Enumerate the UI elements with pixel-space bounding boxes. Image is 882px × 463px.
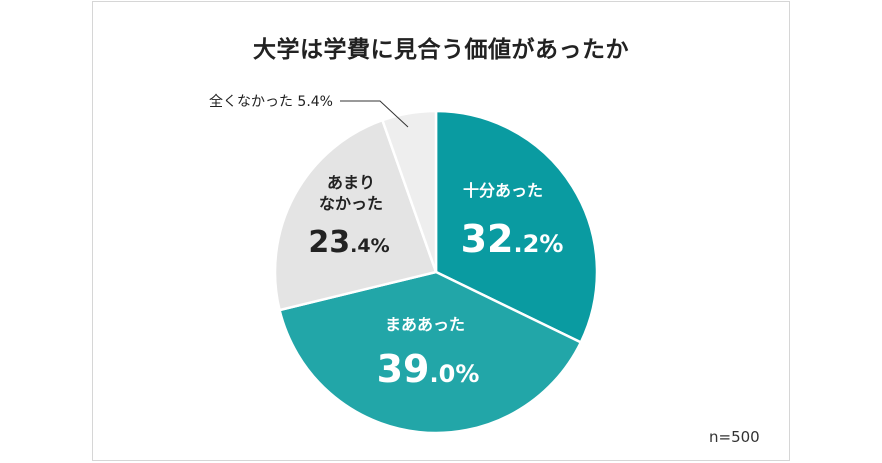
chart-title: 大学は学費に見合う価値があったか xyxy=(253,37,629,63)
slice-value-1: 39.0% xyxy=(377,347,480,391)
pie-slice-3 xyxy=(380,109,438,273)
pie-slice-0 xyxy=(434,109,599,345)
slice-label-2-line2: なかった xyxy=(319,194,383,213)
slice-label-0: 十分あった xyxy=(463,181,543,200)
slice-value-2: 23.4% xyxy=(308,225,389,260)
slice-label-3: 全くなかった 5.4% xyxy=(209,93,333,110)
pie-slice-1 xyxy=(278,270,583,435)
slice-label-1: まああった xyxy=(385,315,465,334)
slice-leader-line-3 xyxy=(340,100,409,128)
pie-slice-2 xyxy=(273,118,438,312)
slice-label-2-line1: あまり xyxy=(327,173,375,192)
slice-value-0: 32.2% xyxy=(461,217,564,261)
sample-size-note: n=500 xyxy=(709,428,760,446)
